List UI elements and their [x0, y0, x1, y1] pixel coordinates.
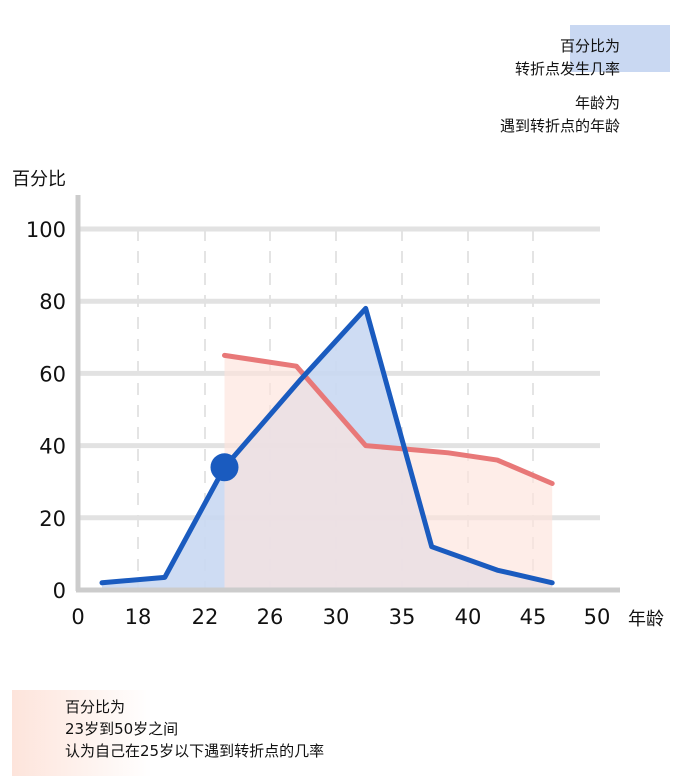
bottom-note: 百分比为 23岁到50岁之间 认为自己在25岁以下遇到转折点的几率 [65, 696, 324, 762]
y-tick-label-1: 20 [39, 507, 66, 531]
bottom-note-line3: 认为自己在25岁以下遇到转折点的几率 [65, 742, 325, 760]
y-tick-label-0: 0 [53, 579, 66, 603]
x-tick-label-6: 40 [455, 605, 482, 629]
x-tick-label-3: 26 [257, 605, 284, 629]
bottom-note-line1: 百分比为 [65, 698, 126, 716]
x-tick-label-8: 50 [584, 605, 611, 629]
legend-age-line1: 年龄为 [574, 94, 620, 112]
legend-entry-probability: 百分比为 转折点发生几率 [515, 35, 620, 81]
bottom-note-line2: 23岁到50岁之间 [65, 720, 179, 738]
legend-age-line2: 遇到转折点的年龄 [499, 117, 620, 135]
y-tick-label-2: 40 [39, 435, 66, 459]
x-tick-label-2: 22 [192, 605, 219, 629]
x-tick-label-1: 18 [125, 605, 152, 629]
x-tick-label-4: 30 [323, 605, 350, 629]
y-axis-title: 百分比 [12, 169, 66, 190]
legend-probability-line1: 百分比为 [559, 37, 620, 55]
bottom-note-swatch [12, 690, 152, 776]
x-axis-title: 年龄 [628, 609, 664, 630]
legend-swatch-probability [570, 25, 670, 72]
series-1-area [224, 355, 553, 590]
legend-probability-line2: 转折点发生几率 [514, 60, 620, 78]
y-tick-label-4: 80 [39, 290, 66, 314]
y-tick-label-5: 100 [26, 218, 66, 242]
x-tick-label-0: 0 [71, 605, 84, 629]
x-tick-label-7: 45 [520, 605, 547, 629]
series-0-line [99, 305, 555, 586]
y-tick-label-3: 60 [39, 362, 66, 386]
legend-entry-age: 年龄为 遇到转折点的年龄 [500, 92, 620, 138]
highlight-point [210, 453, 239, 482]
x-tick-label-5: 35 [389, 605, 416, 629]
